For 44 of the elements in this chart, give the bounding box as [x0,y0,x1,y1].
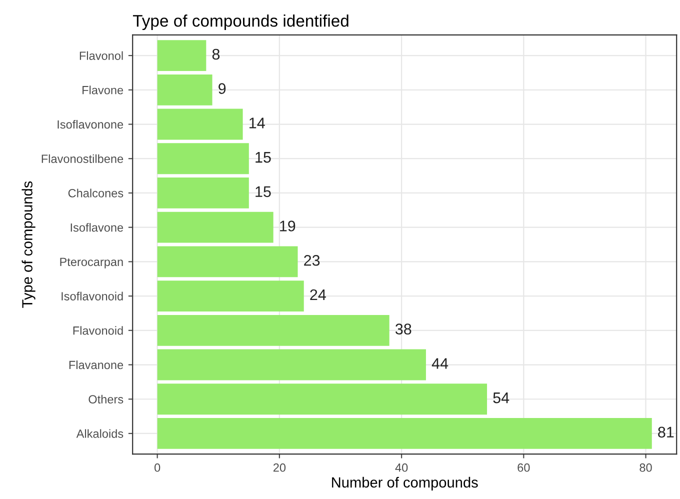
y-tick-label: Alkaloids [76,429,124,438]
bar [157,314,390,346]
y-tick-label: Isoflavonoid [62,292,123,300]
y-tick-label: Flavonol [80,51,123,60]
data-label: 19 [280,220,296,232]
bar [157,108,243,140]
data-label: 24 [310,289,326,300]
data-label: 15 [256,152,271,163]
bar [157,143,249,174]
bar [157,280,304,312]
y-tick-label: Flavone [82,86,124,94]
x-axis-title: Number of compounds [332,476,478,490]
x-tick-label: 60 [518,463,530,472]
data-label: 81 [658,426,674,438]
bar [157,178,249,208]
bar [157,40,206,72]
bar [157,349,426,380]
data-label: 15 [256,186,271,198]
bar [157,246,298,278]
x-tick-label: 20 [273,463,286,472]
y-tick-label: Isoflavone [70,223,124,232]
data-label: 23 [304,254,320,266]
bar [157,74,212,106]
data-label: 44 [432,358,448,369]
x-tick-label: 80 [640,463,652,472]
y-tick-label: Flavonoid [73,326,123,335]
bar [157,212,274,243]
y-tick-label: Chalcones [68,188,124,198]
x-tick-label: 40 [395,463,408,472]
y-tick-label: Flavonostilbene [42,154,124,164]
data-label: 54 [493,392,510,404]
data-label: 14 [250,118,265,128]
data-label: 8 [212,48,220,60]
y-tick-label: Flavanone [69,360,124,370]
y-axis-title: Type of compounds [22,181,36,308]
bar [157,384,488,415]
data-label: 9 [218,83,226,94]
chart-title: Type of compounds identified [132,14,348,30]
bar [157,418,652,449]
data-label: 38 [395,324,412,335]
y-tick-label: Isoflavonone [58,120,124,129]
y-tick-label: Others [88,394,124,404]
y-tick-label: Pterocarpan [60,258,123,268]
x-tick-label: 0 [154,463,160,472]
